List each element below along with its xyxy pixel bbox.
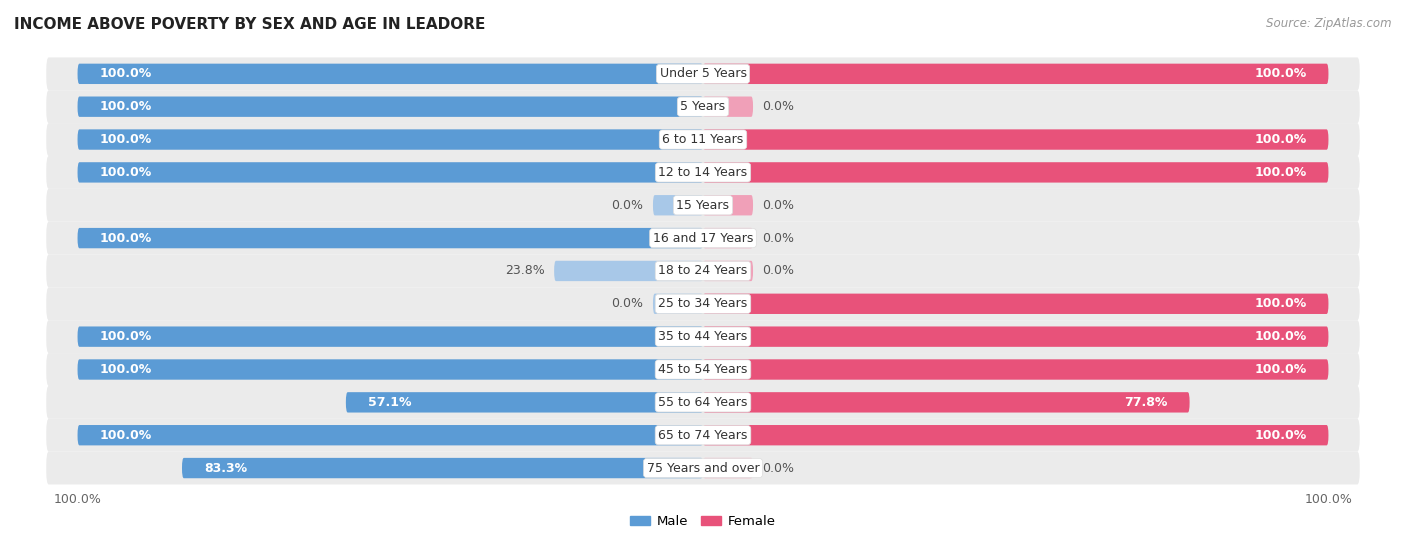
Text: 100.0%: 100.0% bbox=[100, 363, 152, 376]
Text: 0.0%: 0.0% bbox=[612, 297, 644, 310]
FancyBboxPatch shape bbox=[77, 425, 703, 446]
FancyBboxPatch shape bbox=[77, 97, 703, 117]
FancyBboxPatch shape bbox=[703, 162, 1329, 183]
FancyBboxPatch shape bbox=[703, 228, 754, 248]
Text: 0.0%: 0.0% bbox=[762, 462, 794, 475]
FancyBboxPatch shape bbox=[77, 162, 703, 183]
Text: INCOME ABOVE POVERTY BY SEX AND AGE IN LEADORE: INCOME ABOVE POVERTY BY SEX AND AGE IN L… bbox=[14, 17, 485, 32]
Text: 100.0%: 100.0% bbox=[100, 429, 152, 442]
FancyBboxPatch shape bbox=[46, 123, 1360, 156]
FancyBboxPatch shape bbox=[703, 425, 1329, 446]
FancyBboxPatch shape bbox=[703, 359, 1329, 380]
Text: 83.3%: 83.3% bbox=[204, 462, 247, 475]
Text: Source: ZipAtlas.com: Source: ZipAtlas.com bbox=[1267, 17, 1392, 30]
Text: 77.8%: 77.8% bbox=[1125, 396, 1168, 409]
FancyBboxPatch shape bbox=[652, 195, 703, 215]
Text: 0.0%: 0.0% bbox=[612, 199, 644, 212]
FancyBboxPatch shape bbox=[652, 293, 703, 314]
Text: 100.0%: 100.0% bbox=[1254, 67, 1306, 80]
FancyBboxPatch shape bbox=[77, 64, 703, 84]
FancyBboxPatch shape bbox=[46, 353, 1360, 386]
FancyBboxPatch shape bbox=[703, 326, 1329, 347]
FancyBboxPatch shape bbox=[703, 97, 754, 117]
Text: 100.0%: 100.0% bbox=[100, 231, 152, 245]
Text: 100.0%: 100.0% bbox=[100, 100, 152, 113]
FancyBboxPatch shape bbox=[703, 458, 754, 479]
Text: Under 5 Years: Under 5 Years bbox=[659, 67, 747, 80]
Text: 5 Years: 5 Years bbox=[681, 100, 725, 113]
Text: 100.0%: 100.0% bbox=[1254, 297, 1306, 310]
Text: 15 Years: 15 Years bbox=[676, 199, 730, 212]
Text: 0.0%: 0.0% bbox=[762, 199, 794, 212]
Text: 0.0%: 0.0% bbox=[762, 100, 794, 113]
FancyBboxPatch shape bbox=[703, 64, 1329, 84]
Text: 100.0%: 100.0% bbox=[100, 166, 152, 179]
Text: 100.0%: 100.0% bbox=[100, 330, 152, 343]
FancyBboxPatch shape bbox=[703, 392, 1189, 413]
Text: 75 Years and over: 75 Years and over bbox=[647, 462, 759, 475]
Text: 35 to 44 Years: 35 to 44 Years bbox=[658, 330, 748, 343]
Text: 18 to 24 Years: 18 to 24 Years bbox=[658, 264, 748, 277]
FancyBboxPatch shape bbox=[703, 260, 754, 281]
FancyBboxPatch shape bbox=[46, 254, 1360, 287]
Text: 57.1%: 57.1% bbox=[368, 396, 412, 409]
Text: 16 and 17 Years: 16 and 17 Years bbox=[652, 231, 754, 245]
Text: 0.0%: 0.0% bbox=[762, 231, 794, 245]
FancyBboxPatch shape bbox=[46, 90, 1360, 123]
FancyBboxPatch shape bbox=[46, 189, 1360, 222]
FancyBboxPatch shape bbox=[46, 222, 1360, 254]
Text: 100.0%: 100.0% bbox=[100, 133, 152, 146]
FancyBboxPatch shape bbox=[346, 392, 703, 413]
FancyBboxPatch shape bbox=[46, 452, 1360, 485]
Text: 45 to 54 Years: 45 to 54 Years bbox=[658, 363, 748, 376]
FancyBboxPatch shape bbox=[77, 326, 703, 347]
Text: 100.0%: 100.0% bbox=[1254, 166, 1306, 179]
Text: 65 to 74 Years: 65 to 74 Years bbox=[658, 429, 748, 442]
FancyBboxPatch shape bbox=[77, 359, 703, 380]
Text: 100.0%: 100.0% bbox=[1254, 133, 1306, 146]
Text: 100.0%: 100.0% bbox=[1254, 429, 1306, 442]
Legend: Male, Female: Male, Female bbox=[626, 510, 780, 533]
FancyBboxPatch shape bbox=[703, 293, 1329, 314]
FancyBboxPatch shape bbox=[46, 419, 1360, 452]
FancyBboxPatch shape bbox=[554, 260, 703, 281]
Text: 25 to 34 Years: 25 to 34 Years bbox=[658, 297, 748, 310]
Text: 6 to 11 Years: 6 to 11 Years bbox=[662, 133, 744, 146]
FancyBboxPatch shape bbox=[46, 287, 1360, 320]
FancyBboxPatch shape bbox=[703, 195, 754, 215]
FancyBboxPatch shape bbox=[46, 386, 1360, 419]
FancyBboxPatch shape bbox=[46, 156, 1360, 189]
Text: 0.0%: 0.0% bbox=[762, 264, 794, 277]
Text: 100.0%: 100.0% bbox=[1254, 330, 1306, 343]
FancyBboxPatch shape bbox=[46, 320, 1360, 353]
Text: 100.0%: 100.0% bbox=[1254, 363, 1306, 376]
FancyBboxPatch shape bbox=[77, 228, 703, 248]
FancyBboxPatch shape bbox=[181, 458, 703, 479]
Text: 12 to 14 Years: 12 to 14 Years bbox=[658, 166, 748, 179]
Text: 100.0%: 100.0% bbox=[100, 67, 152, 80]
FancyBboxPatch shape bbox=[46, 58, 1360, 90]
Text: 55 to 64 Years: 55 to 64 Years bbox=[658, 396, 748, 409]
Text: 23.8%: 23.8% bbox=[505, 264, 544, 277]
FancyBboxPatch shape bbox=[77, 129, 703, 150]
FancyBboxPatch shape bbox=[703, 129, 1329, 150]
